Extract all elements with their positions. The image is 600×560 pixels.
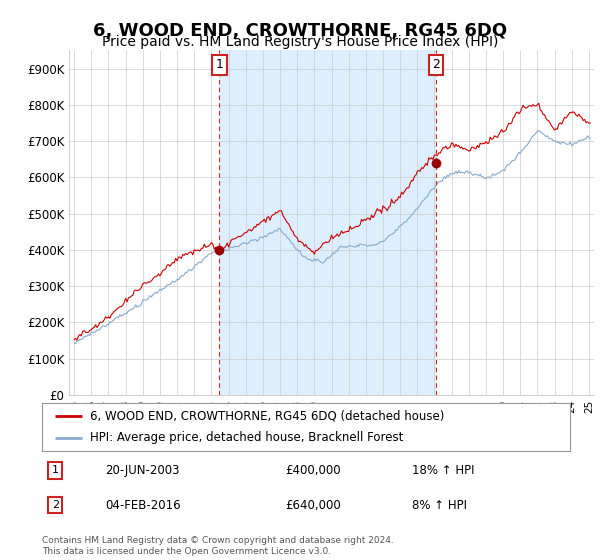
Text: 6, WOOD END, CROWTHORNE, RG45 6DQ: 6, WOOD END, CROWTHORNE, RG45 6DQ — [93, 22, 507, 40]
Text: 04-FEB-2016: 04-FEB-2016 — [106, 498, 181, 511]
Text: 2: 2 — [52, 500, 59, 510]
Text: £640,000: £640,000 — [285, 498, 341, 511]
Text: 2: 2 — [432, 58, 440, 72]
Text: 1: 1 — [215, 58, 223, 72]
Bar — [220, 50, 436, 395]
Text: Price paid vs. HM Land Registry's House Price Index (HPI): Price paid vs. HM Land Registry's House … — [102, 35, 498, 49]
Text: 1: 1 — [52, 465, 59, 475]
Text: £400,000: £400,000 — [285, 464, 341, 477]
Text: 6, WOOD END, CROWTHORNE, RG45 6DQ (detached house): 6, WOOD END, CROWTHORNE, RG45 6DQ (detac… — [89, 409, 444, 423]
Text: HPI: Average price, detached house, Bracknell Forest: HPI: Average price, detached house, Brac… — [89, 431, 403, 445]
Text: 20-JUN-2003: 20-JUN-2003 — [106, 464, 180, 477]
Text: 8% ↑ HPI: 8% ↑ HPI — [412, 498, 467, 511]
Text: 18% ↑ HPI: 18% ↑ HPI — [412, 464, 474, 477]
Text: Contains HM Land Registry data © Crown copyright and database right 2024.
This d: Contains HM Land Registry data © Crown c… — [42, 536, 394, 556]
